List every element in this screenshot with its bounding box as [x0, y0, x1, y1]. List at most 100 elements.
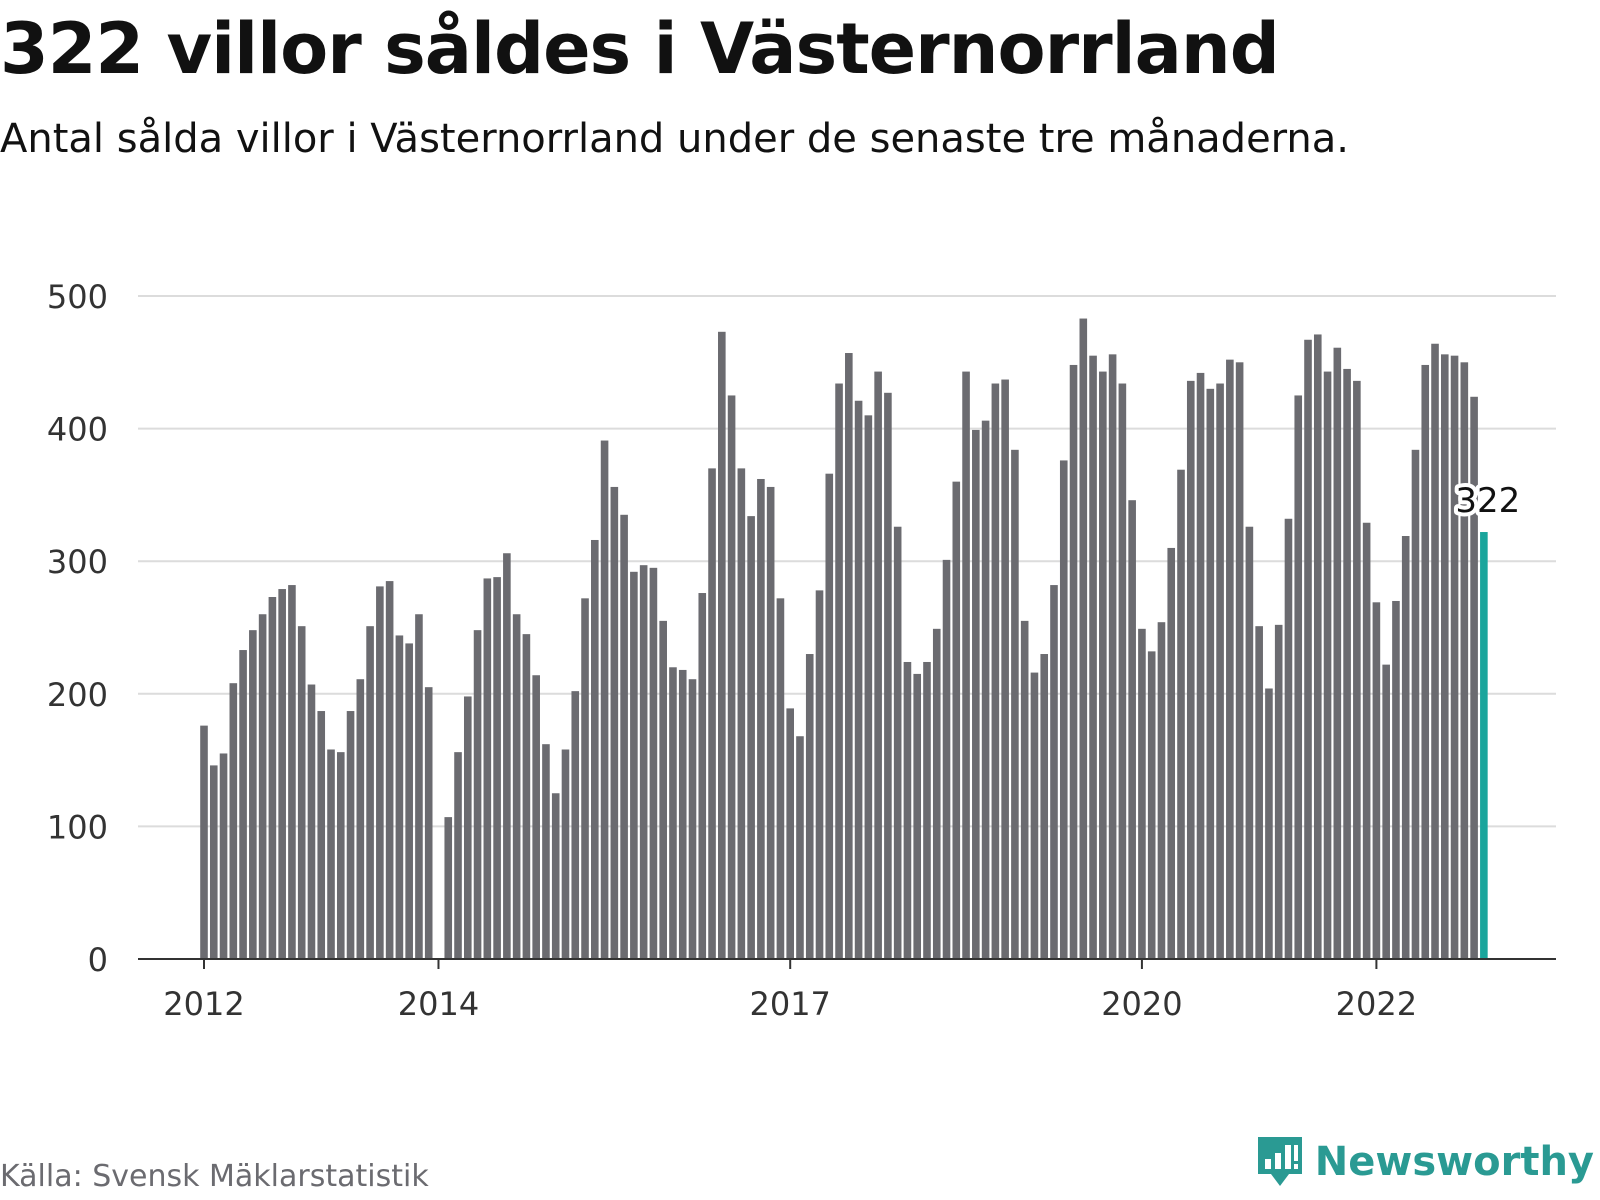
bar	[591, 539, 599, 959]
bar	[424, 687, 433, 959]
bar	[1343, 368, 1351, 959]
bar	[835, 383, 843, 959]
bar	[1294, 395, 1303, 959]
bar	[903, 661, 912, 959]
bar	[1108, 354, 1117, 959]
bar	[923, 661, 931, 959]
bar	[610, 486, 619, 959]
bar	[297, 626, 306, 959]
bar	[805, 654, 814, 959]
bar	[551, 793, 560, 959]
bar	[1030, 672, 1039, 959]
bar	[1431, 343, 1439, 960]
y-tick-label: 500	[47, 278, 108, 316]
bar	[1235, 362, 1244, 959]
bar	[874, 371, 882, 959]
bar	[727, 395, 736, 959]
bar-chart-speech-bubble-icon	[1257, 1137, 1302, 1186]
bar	[942, 559, 951, 959]
bar	[620, 514, 628, 959]
bar	[1304, 339, 1312, 959]
bar	[1059, 460, 1068, 959]
bar	[1460, 362, 1469, 959]
x-tick-label: 2017	[749, 985, 830, 1023]
bar	[532, 675, 540, 959]
bar	[1011, 449, 1019, 959]
bar	[1040, 654, 1049, 959]
bar-highlight	[1480, 532, 1488, 959]
brand-name: Newsworthy	[1314, 1139, 1594, 1185]
y-tick-label: 0	[88, 941, 108, 979]
bar	[219, 753, 228, 959]
bar	[444, 817, 453, 959]
bar	[249, 630, 257, 959]
bar	[972, 429, 980, 959]
bar	[405, 643, 413, 959]
annotation: 322	[1451, 477, 1524, 525]
bar	[630, 571, 638, 959]
bar	[1089, 355, 1097, 959]
bar	[932, 628, 941, 959]
bar	[268, 597, 277, 959]
bar	[1196, 372, 1205, 960]
bar	[1284, 518, 1293, 959]
bar	[639, 565, 648, 959]
bar	[483, 578, 492, 959]
bar	[1147, 651, 1156, 959]
bar	[1050, 585, 1058, 959]
bar	[571, 691, 580, 959]
bar	[1216, 383, 1224, 959]
bar	[600, 440, 609, 959]
bar	[561, 749, 570, 959]
bar	[512, 614, 521, 959]
bar	[493, 577, 501, 959]
bar	[542, 744, 550, 959]
bar	[1265, 688, 1273, 959]
bar	[708, 468, 716, 959]
bar	[327, 749, 335, 959]
chart-title: 322 villor såldes i Västernorrland	[0, 8, 1280, 90]
bar	[1128, 500, 1136, 959]
bar	[1099, 371, 1107, 959]
bar	[796, 736, 804, 959]
bar	[884, 392, 892, 960]
bar	[1372, 602, 1381, 959]
bar	[981, 420, 990, 959]
bar	[893, 526, 902, 959]
bar	[1001, 379, 1009, 960]
bar	[1382, 664, 1390, 959]
source-credit: Källa: Svensk Mäklarstatistik	[0, 1159, 429, 1194]
bar	[698, 593, 707, 959]
bar	[200, 725, 208, 959]
bar	[1020, 620, 1029, 959]
bar	[463, 696, 472, 959]
y-tick-label: 400	[47, 411, 108, 449]
bar	[678, 669, 687, 959]
bar	[757, 478, 765, 959]
bar	[366, 626, 374, 959]
chart-subtitle: Antal sålda villor i Västernorrland unde…	[0, 116, 1350, 162]
value-annotation: 322	[1455, 481, 1520, 521]
bar	[278, 589, 286, 959]
bar	[229, 683, 238, 959]
bar	[288, 585, 296, 959]
bar	[776, 598, 785, 959]
bar	[1157, 622, 1166, 959]
bar	[1167, 547, 1176, 959]
bar	[1079, 318, 1088, 959]
bar	[1392, 600, 1400, 959]
bar	[336, 752, 345, 959]
bar	[473, 630, 482, 959]
bar	[1206, 388, 1215, 959]
bar	[1470, 396, 1478, 959]
bar	[385, 581, 394, 959]
bar	[1450, 355, 1459, 959]
bar	[317, 711, 326, 959]
bar	[1274, 624, 1283, 959]
x-axis: 2012 2014 2017 2020 2022	[138, 958, 1556, 1023]
bar	[1118, 383, 1127, 959]
bar	[1411, 449, 1420, 959]
bar	[913, 673, 922, 959]
bar	[1245, 526, 1254, 959]
